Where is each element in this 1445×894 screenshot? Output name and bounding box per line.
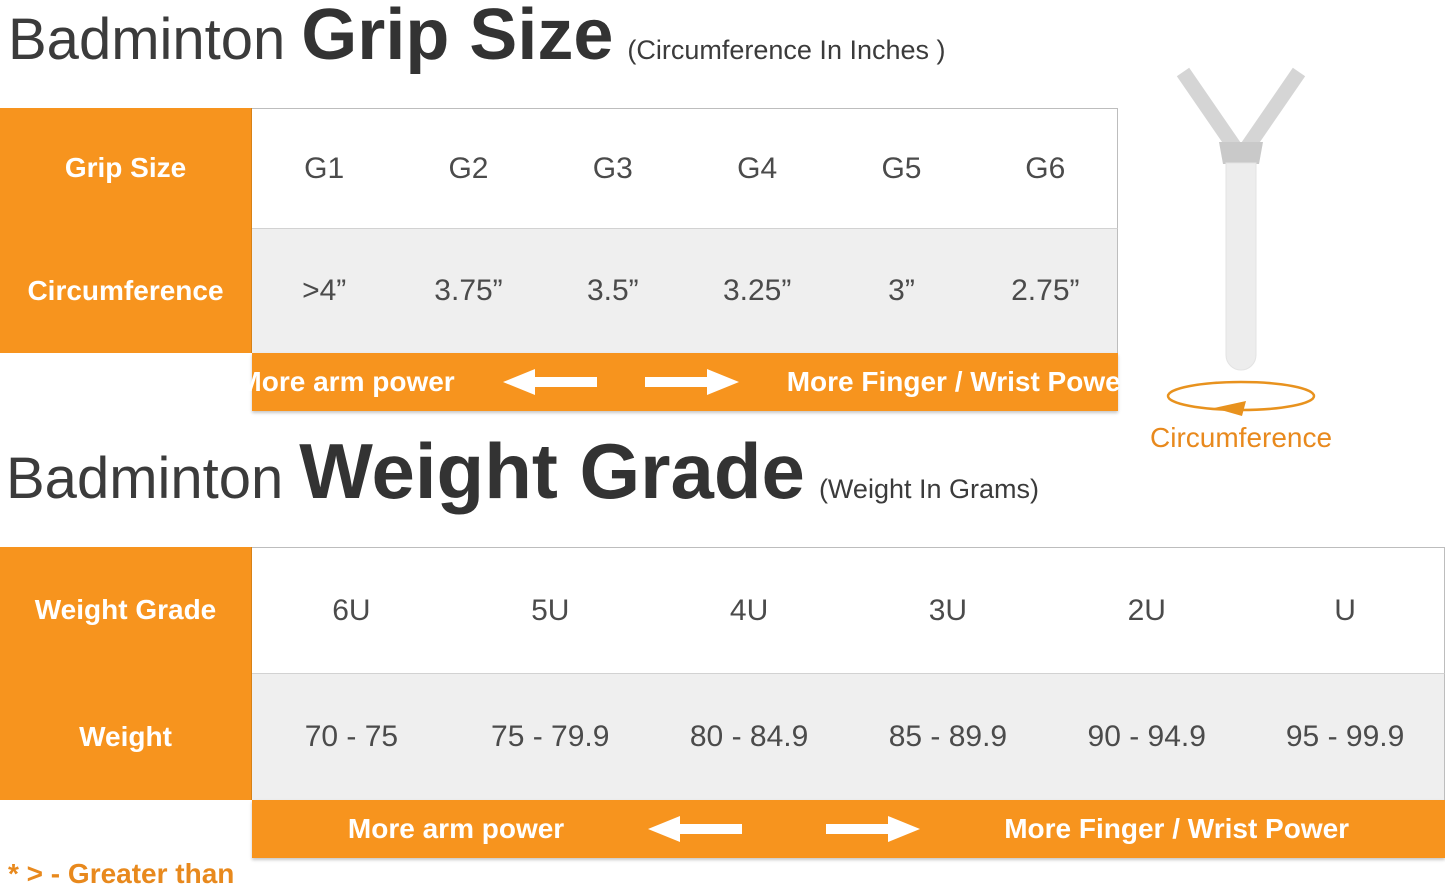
grip-size-cell: G6: [973, 108, 1118, 228]
circumference-illustration-label: Circumference: [1150, 422, 1333, 453]
left-arrow-icon: [502, 368, 597, 396]
weight-row-header: Weight: [0, 673, 252, 800]
weight-grade-cell: 5U: [450, 547, 650, 673]
grip-size-cell: G2: [396, 108, 541, 228]
weight-title-main: Weight Grade: [299, 427, 805, 515]
weight-grade-title: Badminton Weight Grade (Weight In Grams): [6, 426, 1039, 517]
racket-right-arm: [1237, 67, 1306, 157]
ellipse-arrowhead-icon: [1214, 401, 1246, 416]
circumference-cell: 3.5”: [540, 228, 685, 353]
weight-bar-right-label: More Finger / Wrist Power: [1004, 813, 1350, 844]
weight-bar-left-label: More arm power: [347, 813, 565, 844]
weight-grade-cell: U: [1246, 547, 1445, 673]
grip-bar-right-label: More Finger / Wrist Power: [786, 366, 1132, 397]
grip-title-unit: (Circumference In Inches ): [627, 35, 946, 65]
weight-title-unit: (Weight In Grams): [818, 474, 1039, 504]
weight-power-spectrum-bar: More arm power More Finger / Wrist Power: [252, 800, 1445, 858]
weight-grade-cell: 4U: [649, 547, 849, 673]
grip-size-cell: G5: [829, 108, 974, 228]
weight-cell: 85 - 89.9: [848, 673, 1048, 800]
grip-title-main: Grip Size: [301, 0, 614, 75]
right-arrow-icon: [644, 368, 739, 396]
weight-title-prefix: Badminton: [6, 446, 284, 511]
grip-size-cell: G4: [684, 108, 830, 228]
grip-title-prefix: Badminton: [8, 7, 286, 72]
weight-grade-row-header: Weight Grade: [0, 547, 252, 673]
greater-than-footnote: * > - Greater than: [8, 858, 235, 889]
weight-grade-table: Weight Grade 6U 5U 4U 3U 2U U Weight 70 …: [0, 547, 1445, 800]
weight-cell: 75 - 79.9: [450, 673, 650, 800]
weight-grade-cell: 6U: [252, 547, 451, 673]
circumference-cell: 3.25”: [684, 228, 830, 353]
grip-size-table: Grip Size G1 G2 G3 G4 G5 G6 Circumferenc…: [0, 108, 1118, 353]
circumference-cell: 3.75”: [396, 228, 541, 353]
racket-collar: [1219, 142, 1263, 164]
racket-handle-illustration: [1166, 67, 1316, 416]
grip-size-cell: G3: [540, 108, 685, 228]
weight-cell: 70 - 75: [252, 673, 451, 800]
right-arrow-icon: [826, 815, 921, 843]
grip-size-title: Badminton Grip Size (Circumference In In…: [8, 0, 946, 76]
grip-bar-left-label: More arm power: [238, 366, 455, 397]
grip-power-spectrum-bar: More arm power More Finger / Wrist Power: [238, 353, 1132, 411]
weight-cell: 95 - 99.9: [1246, 673, 1445, 800]
racket-left-arm: [1176, 67, 1245, 157]
circumference-cell: 3”: [829, 228, 974, 353]
weight-grade-cell: 3U: [848, 547, 1048, 673]
weight-grade-cell: 2U: [1047, 547, 1247, 673]
grip-size-row-header: Grip Size: [0, 108, 252, 228]
grip-size-cell: G1: [252, 108, 397, 228]
weight-cell: 90 - 94.9: [1047, 673, 1247, 800]
circumference-cell: 2.75”: [973, 228, 1118, 353]
weight-cell: 80 - 84.9: [649, 673, 849, 800]
circumference-cell: >4”: [252, 228, 397, 353]
racket-grip-handle: [1225, 162, 1257, 371]
circumference-row-header: Circumference: [0, 228, 252, 353]
left-arrow-icon: [648, 815, 743, 843]
